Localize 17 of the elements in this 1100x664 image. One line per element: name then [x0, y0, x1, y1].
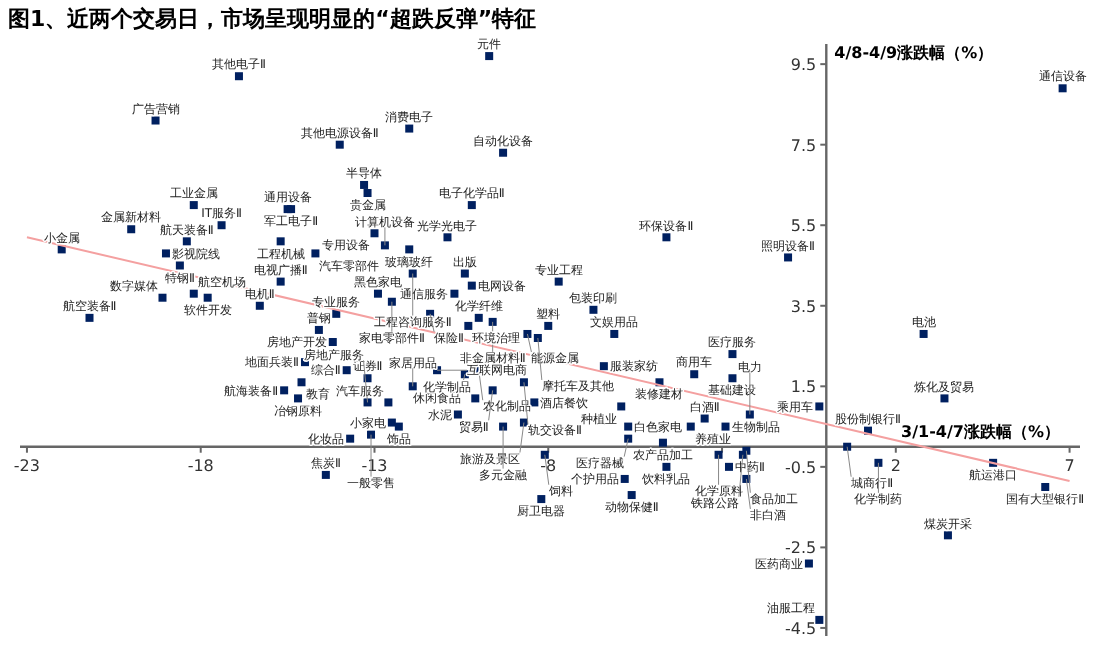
y-tick-label: 3.5 — [790, 297, 817, 316]
y-axis-title: 4/8-4/9涨跌幅（%） — [834, 44, 994, 62]
x-tick-label: -23 — [13, 456, 41, 475]
x-tick-label: 7 — [1064, 456, 1075, 475]
y-tick-label: 7.5 — [790, 136, 817, 155]
y-tick-label: 5.5 — [790, 217, 817, 236]
chart-title: 图1、近两个交易日，市场呈现明显的“超跌反弹”特征 — [8, 6, 537, 32]
x-tick-label: 2 — [890, 456, 901, 475]
y-tick-label: 9.5 — [790, 56, 817, 75]
x-tick-label: -18 — [187, 456, 214, 475]
y-tick-label: -2.5 — [785, 539, 817, 558]
y-tick-label: -0.5 — [785, 458, 817, 477]
y-tick-label: 1.5 — [790, 378, 817, 397]
x-tick-label: -13 — [361, 456, 388, 475]
x-axis-title: 3/1-4/7涨跌幅（%） — [901, 422, 1060, 441]
y-tick-label: -4.5 — [785, 619, 817, 638]
x-tick-label: -8 — [540, 456, 557, 475]
